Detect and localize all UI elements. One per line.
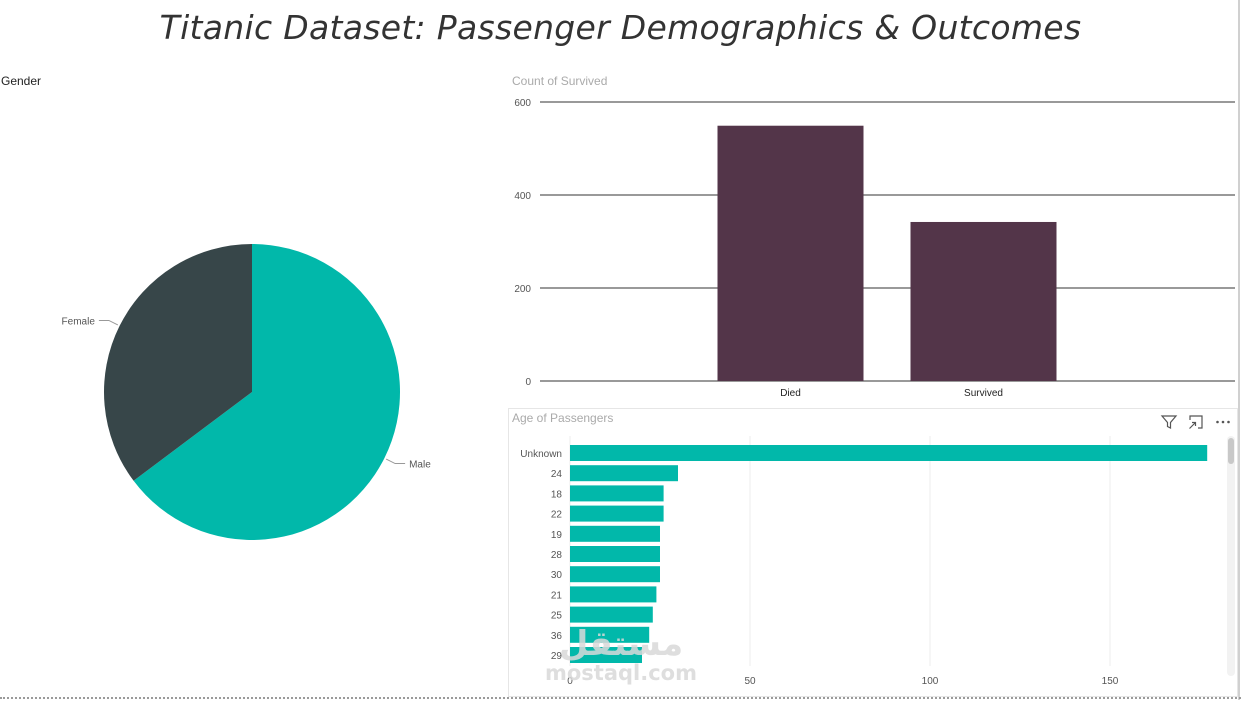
survived-x-tick-label: Survived: [964, 388, 1003, 399]
age-bar-unknown: [570, 445, 1208, 461]
age-bar-chart: 0 50 100 150 Unknown 24 18 22 19 28 30 21 25 36 29: [520, 436, 1208, 687]
age-y-tick-label: 21: [551, 590, 563, 601]
pie-label-female: Female: [62, 316, 96, 327]
age-chart-scrollbar[interactable]: [1227, 436, 1235, 676]
age-chart-title: Age of Passengers: [512, 411, 614, 425]
age-x-tick-label: 50: [744, 676, 756, 687]
pie-label-male: Male: [409, 460, 431, 471]
age-bar-18: [570, 485, 664, 502]
survived-bar-chart: 0 200 400 600 Died Survived: [514, 98, 1235, 399]
age-x-tick-label: 0: [567, 676, 573, 687]
survived-chart-title: Count of Survived: [512, 74, 608, 88]
visual-toolbar: [1160, 413, 1232, 431]
age-bar-25: [570, 606, 653, 623]
age-x-tick-label: 150: [1102, 676, 1119, 687]
filter-icon[interactable]: [1160, 413, 1178, 431]
age-bar-28: [570, 546, 660, 562]
age-x-tick-label: 100: [922, 676, 939, 687]
pie-leader-line-female: [98, 319, 119, 326]
survived-y-tick-label: 400: [514, 191, 531, 202]
survived-bar-survived: [910, 221, 1057, 381]
watermark-arabic-text: مستقل: [558, 624, 684, 664]
age-bar-24: [570, 465, 678, 482]
age-y-tick-label: 24: [551, 469, 563, 480]
age-y-tick-label: 28: [551, 550, 563, 561]
age-bar-36: [570, 626, 650, 643]
age-y-tick-label: Unknown: [520, 449, 562, 460]
survived-x-tick-label: Died: [780, 388, 801, 399]
survived-y-tick-label: 200: [514, 284, 531, 295]
age-chart-scroll-thumb[interactable]: [1228, 438, 1234, 464]
survived-y-tick-label: 600: [514, 98, 531, 109]
page-bottom-border: [0, 697, 1241, 699]
age-y-tick-label: 29: [551, 651, 563, 662]
mostaql-watermark: مستقل mostaql.com: [545, 626, 697, 684]
age-visual-frame: [508, 408, 1238, 697]
age-y-tick-label: 30: [551, 570, 563, 581]
gender-chart-title: Gender: [1, 74, 42, 88]
pie-leader-line-male: [385, 458, 406, 465]
age-y-tick-label: 19: [551, 530, 563, 541]
page-right-edge: [1238, 0, 1240, 700]
age-bar-22: [570, 505, 664, 522]
pie-slice-male: [133, 244, 401, 540]
more-options-icon[interactable]: [1214, 413, 1232, 431]
focus-mode-icon[interactable]: [1187, 413, 1205, 431]
age-bar-21: [570, 586, 657, 603]
age-y-tick-label: 22: [551, 510, 563, 521]
age-y-tick-label: 36: [551, 631, 563, 642]
age-bar-29: [570, 647, 642, 663]
watermark-latin-text: mostaql.com: [545, 661, 697, 685]
page-title: Titanic Dataset: Passenger Demographics …: [159, 8, 1082, 47]
age-bar-19: [570, 525, 660, 542]
age-y-tick-label: 25: [551, 611, 563, 622]
survived-bar-died: [717, 125, 864, 381]
age-y-tick-label: 18: [551, 489, 563, 500]
age-bar-30: [570, 566, 660, 583]
gender-pie-chart: Male Female: [62, 244, 431, 540]
survived-y-tick-label: 0: [525, 377, 531, 388]
pie-slice-female: [104, 244, 252, 481]
